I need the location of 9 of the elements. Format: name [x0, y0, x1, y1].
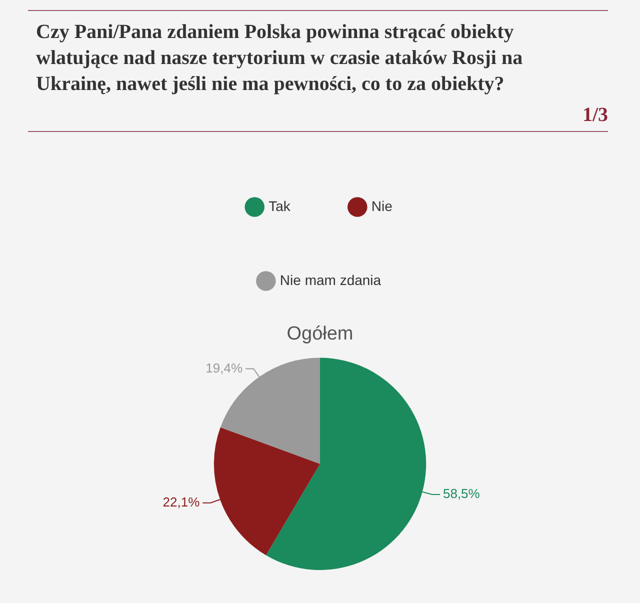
data-label: 22,1%: [162, 494, 200, 510]
data-label: 58,5%: [442, 486, 480, 502]
legend-label: Tak: [268, 198, 292, 214]
legend-label: Nie: [371, 198, 393, 214]
legend-label: Nie mam zdania: [280, 272, 382, 288]
text: 1/3: [582, 104, 608, 127]
data-label: 19,4%: [206, 360, 243, 376]
chart-title: Czy Pani/Pana zdaniem Polska powinna strącać obiekty wlatujące nad nasze terytorium w czasie ataków Rosji na Ukrainę, nawet jeśli nie ma pewności, co to za obiekty?: [36, 20, 524, 97]
text: Ogółem: [286, 324, 354, 345]
